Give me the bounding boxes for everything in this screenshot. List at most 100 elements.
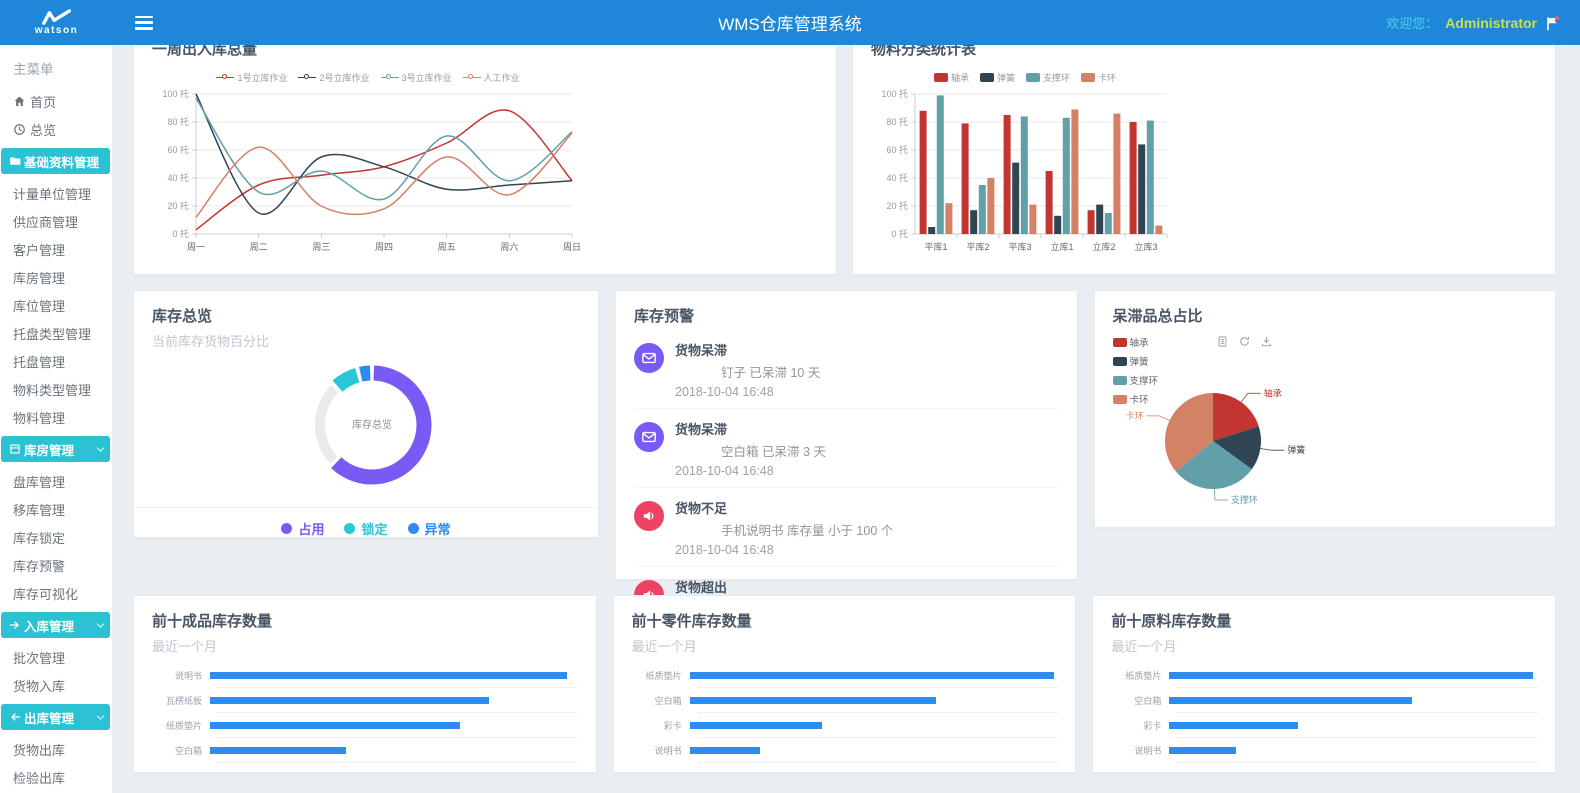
svg-text:立库2: 立库2 [1092, 241, 1115, 252]
top-finished-hbar-chart[interactable]: 说明书 瓦楞纸板 纸质垫片 空白箱 [152, 668, 578, 763]
hbar-row: 空白箱 [1111, 693, 1537, 707]
sidebar-item-盘库管理[interactable]: 盘库管理 [0, 467, 112, 495]
sidebar-item-货物入库[interactable]: 货物入库 [0, 671, 112, 699]
hbar-value [1169, 721, 1298, 729]
card-subtitle: 最近一个月 [1111, 639, 1177, 654]
hbar-row: 空白箱 [632, 693, 1058, 707]
sidebar-item-总览[interactable]: 总览 [0, 115, 112, 143]
sidebar-item-计量单位管理[interactable]: 计量单位管理 [0, 179, 112, 207]
sidebar-item-批次管理[interactable]: 批次管理 [0, 643, 112, 671]
svg-text:40 托: 40 托 [167, 172, 189, 183]
hbar-track [689, 671, 1058, 679]
refresh-icon[interactable] [1238, 335, 1251, 348]
legend-item-人工作业[interactable]: 人工作业 [462, 71, 520, 84]
page-title: WMS仓库管理系统 [718, 15, 862, 34]
inventory-overview-legend: 占用 锁定 异常 [152, 519, 580, 538]
inventory-overview-donut-chart[interactable]: 库存总览 [152, 350, 580, 496]
divider [134, 507, 598, 508]
material-stats-legend: 轴承 弹簧 支撑环 卡环 [871, 70, 1179, 84]
sidebar-item-label: 库位管理 [13, 298, 66, 314]
sidebar-item-首页[interactable]: 首页 [0, 87, 112, 115]
sidebar-group-入库管理[interactable]: 入库管理 [1, 612, 110, 638]
legend-item-2号立库作业[interactable]: 2号立库作业 [298, 71, 370, 84]
sidebar-item-物料类型管理[interactable]: 物料类型管理 [0, 375, 112, 403]
overview-icon [13, 123, 26, 136]
sidebar-item-label: 首页 [30, 94, 57, 110]
hbar-category-label: 说明书 [174, 670, 202, 681]
card-inventory-alert: 库存预警 货物呆滞 钉子 已呆滞 10 天 2018-10-04 16:48 货物呆滞… [615, 290, 1078, 636]
legend-line-marker [298, 74, 317, 81]
sidebar-item-库存锁定[interactable]: 库存锁定 [0, 523, 112, 551]
card-top-finished: 前十成品库存数量 最近一个月 说明书 瓦楞纸板 纸质垫片 空白箱 [133, 595, 597, 773]
legend-item-轴承[interactable]: 轴承 [1112, 335, 1159, 349]
alert-timestamp: 2018-10-04 16:48 [675, 385, 774, 399]
legend-label: 卡环 [1098, 72, 1117, 83]
app-logo[interactable]: watson [0, 0, 113, 45]
legend-item-弹簧[interactable]: 弹簧 [1112, 354, 1159, 368]
legend-label: 卡环 [1129, 395, 1149, 406]
sidebar-group-出库管理[interactable]: 出库管理 [1, 704, 110, 730]
sidebar-item-库位管理[interactable]: 库位管理 [0, 291, 112, 319]
hbar-row: 彩卡 [632, 718, 1058, 732]
legend-item-1号立库作业[interactable]: 1号立库作业 [216, 71, 287, 84]
legend-item-异常[interactable]: 异常 [407, 519, 451, 538]
hbar-row: 说明书 [1111, 743, 1537, 757]
legend-swatch [1112, 394, 1127, 404]
welcome-area: 欢迎您： Administrator [1386, 13, 1580, 32]
hbar-gridline [697, 737, 1058, 738]
hamburger-menu-icon[interactable] [135, 15, 153, 30]
hbar-track [1169, 671, 1537, 679]
hbar-category-label: 空白箱 [174, 745, 202, 756]
sidebar-item-库存可视化[interactable]: 库存可视化 [0, 579, 112, 607]
weekly-io-line-chart[interactable]: 0 托 20 托 40 托 60 托 80 托 100 托周一 周二 周三 周四 周五 周六 周日 [152, 84, 584, 256]
legend-dot [344, 523, 356, 534]
legend-label: 轴承 [1129, 338, 1149, 349]
legend-item-轴承[interactable]: 轴承 [933, 71, 969, 84]
sidebar-item-库存预警[interactable]: 库存预警 [0, 551, 112, 579]
sidebar-item-托盘管理[interactable]: 托盘管理 [0, 347, 112, 375]
svg-text:60 托: 60 托 [886, 144, 908, 155]
hbar-category-label: 说明书 [654, 745, 682, 756]
sidebar-group-库房管理[interactable]: 库房管理 [1, 436, 110, 462]
sidebar-item-物料管理[interactable]: 物料管理 [0, 403, 112, 431]
card-subtitle: 最近一个月 [152, 639, 218, 654]
sidebar-item-货物出库[interactable]: 货物出库 [0, 735, 112, 763]
sidebar-item-检验出库[interactable]: 检验出库 [0, 763, 112, 791]
flag-icon[interactable] [1544, 15, 1560, 31]
sidebar-item-label: 客户管理 [13, 242, 66, 258]
top-parts-hbar-chart[interactable]: 纸质垫片 空白箱 彩卡 说明书 [632, 668, 1058, 763]
card-subtitle: 最近一个月 [631, 639, 697, 654]
hbar-gridline [1177, 762, 1537, 763]
sidebar-item-供应商管理[interactable]: 供应商管理 [0, 207, 112, 235]
hbar-track [1169, 746, 1537, 754]
legend-item-弹簧[interactable]: 弹簧 [979, 71, 1015, 84]
hbar-gridline [1177, 687, 1537, 688]
legend-item-3号立库作业[interactable]: 3号立库作业 [380, 71, 452, 84]
sidebar-item-托盘类型管理[interactable]: 托盘类型管理 [0, 319, 112, 347]
svg-text:立库1: 立库1 [1050, 241, 1073, 252]
hbar-track [210, 746, 578, 754]
svg-text:平库1: 平库1 [924, 241, 947, 252]
sidebar-item-label: 检验出库 [13, 770, 66, 786]
legend-item-支撑环[interactable]: 支撑环 [1026, 71, 1070, 84]
alert-description: 手机说明书 库存量 小于 100 个 [721, 524, 894, 538]
legend-item-卡环[interactable]: 卡环 [1112, 392, 1159, 406]
sidebar-item-label: 库房管理 [13, 270, 66, 286]
sidebar-group-基础资料管理[interactable]: 基础资料管理 [1, 148, 110, 174]
sidebar-item-label: 总览 [30, 122, 57, 138]
username[interactable]: Administrator [1445, 14, 1537, 31]
legend-item-锁定[interactable]: 锁定 [344, 519, 388, 538]
top-materials-hbar-chart[interactable]: 纸质垫片 空白箱 彩卡 说明书 [1111, 668, 1537, 763]
hbar-track [210, 671, 578, 679]
sidebar-item-库房管理[interactable]: 库房管理 [0, 263, 112, 291]
download-icon[interactable] [1260, 335, 1273, 348]
legend-item-卡环[interactable]: 卡环 [1081, 71, 1116, 84]
legend-item-占用[interactable]: 占用 [281, 519, 324, 538]
legend-item-支撑环[interactable]: 支撑环 [1112, 373, 1158, 387]
data-view-icon[interactable] [1216, 335, 1229, 348]
sidebar-item-客户管理[interactable]: 客户管理 [0, 235, 112, 263]
legend-label: 人工作业 [483, 72, 520, 83]
sidebar-item-移库管理[interactable]: 移库管理 [0, 495, 112, 523]
